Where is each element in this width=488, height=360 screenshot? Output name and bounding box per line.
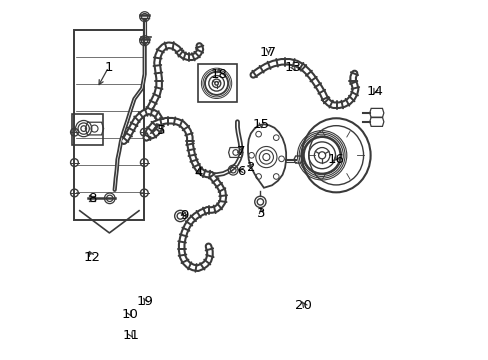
Bar [198, 64, 236, 102]
Text: 20: 20 [295, 299, 311, 312]
Text: 14: 14 [366, 85, 383, 98]
Text: 12: 12 [83, 251, 101, 264]
Text: 4: 4 [194, 166, 203, 179]
Text: 8: 8 [88, 192, 96, 205]
Text: 16: 16 [326, 153, 343, 166]
Text: 13: 13 [284, 61, 301, 74]
Text: 19: 19 [136, 295, 153, 308]
Text: 6: 6 [236, 165, 244, 178]
Text: 9: 9 [180, 210, 188, 222]
Text: 7: 7 [236, 145, 244, 158]
Bar [71, 114, 103, 145]
Text: 2: 2 [247, 161, 255, 174]
Bar [74, 30, 144, 220]
Text: 5: 5 [157, 124, 165, 137]
Text: 1: 1 [104, 60, 113, 73]
Text: 10: 10 [121, 307, 138, 320]
Text: 3: 3 [257, 207, 265, 220]
Text: 11: 11 [122, 329, 139, 342]
Text: 17: 17 [260, 46, 276, 59]
Text: 15: 15 [252, 118, 269, 131]
Text: 18: 18 [210, 68, 227, 81]
